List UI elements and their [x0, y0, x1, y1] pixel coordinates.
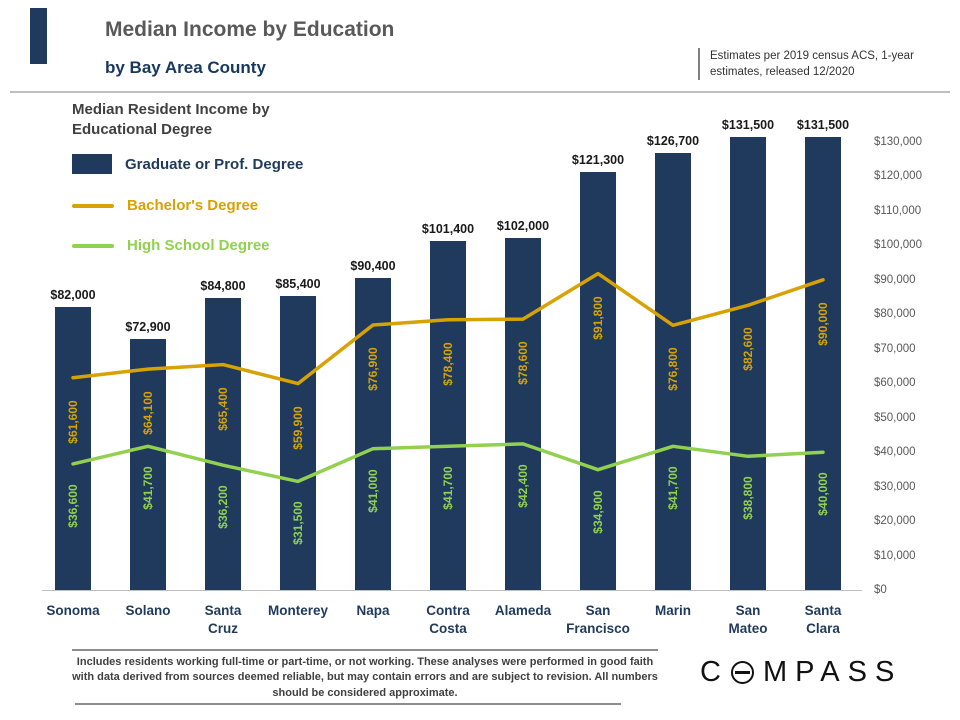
y-tick-label: $40,000	[874, 446, 916, 459]
bachelors-value-label: $90,000	[816, 302, 830, 346]
x-axis-label: Alameda	[494, 603, 552, 618]
highschool-value-label: $41,700	[141, 466, 155, 510]
y-tick-label: $0	[874, 584, 887, 596]
x-axis-line	[42, 590, 862, 591]
estimates-note: Estimates per 2019 census ACS, 1-year es…	[698, 48, 938, 81]
y-tick-label: $50,000	[874, 411, 916, 424]
graduate-value-label: $101,400	[421, 222, 475, 236]
x-axis-label: San Francisco	[566, 603, 630, 636]
legend-swatch-bachelors-icon	[72, 203, 114, 208]
x-axis-label: Monterey	[267, 603, 328, 618]
x-axis-label: Marin	[654, 603, 691, 618]
header-divider	[10, 91, 950, 93]
page-title: Median Income by Education	[105, 18, 395, 41]
highschool-value-label: $36,600	[66, 484, 80, 528]
page-subtitle: by Bay Area County	[105, 58, 266, 77]
highschool-value-label: $41,000	[366, 469, 380, 513]
footer-disclaimer: Includes residents working full-time or …	[72, 656, 658, 699]
highschool-value-label: $31,500	[291, 501, 305, 546]
graduate-value-label: $121,300	[571, 153, 625, 167]
x-axis-label: Santa Clara	[804, 603, 842, 636]
compass-logo-o-icon	[730, 661, 754, 684]
graduate-value-label: $85,400	[275, 277, 321, 291]
x-axis-label: San Mateo	[728, 603, 768, 636]
bachelors-value-label: $65,400	[216, 386, 230, 431]
highschool-value-label: $40,000	[816, 472, 830, 516]
x-axis-label: Sonoma	[46, 603, 100, 618]
legend-label-highschool: High School Degree	[127, 237, 270, 254]
highschool-value-label: $36,200	[216, 485, 230, 529]
legend-label-bachelors: Bachelor's Degree	[127, 197, 259, 214]
highschool-value-label: $34,900	[591, 490, 605, 534]
graduate-value-label: $126,700	[646, 134, 700, 148]
highschool-value-label: $41,700	[666, 466, 680, 510]
y-tick-label: $30,000	[874, 480, 916, 493]
legend-swatch-graduate-icon	[72, 154, 112, 174]
legend-item-bachelors: Bachelor's Degree	[72, 197, 303, 214]
bachelors-value-label: $76,900	[366, 347, 380, 391]
footer-divider-top	[72, 649, 658, 651]
bachelors-value-label: $82,600	[741, 327, 755, 372]
x-axis-label: Santa Cruz	[204, 603, 242, 636]
highschool-value-label: $38,800	[741, 476, 755, 520]
chart-legend: Graduate or Prof. Degree Bachelor's Degr…	[72, 154, 303, 254]
highschool-value-label: $42,400	[516, 464, 530, 508]
bachelors-value-label: $76,800	[666, 347, 680, 392]
legend-label-graduate: Graduate or Prof. Degree	[125, 155, 304, 173]
highschool-value-label: $41,700	[441, 466, 455, 510]
legend-item-graduate: Graduate or Prof. Degree	[72, 154, 303, 174]
x-axis-label: Solano	[125, 603, 171, 618]
graduate-bar	[55, 307, 91, 590]
graduate-value-label: $72,900	[125, 320, 171, 334]
y-tick-label: $110,000	[874, 204, 922, 217]
y-tick-label: $10,000	[874, 549, 916, 562]
y-tick-label: $20,000	[874, 515, 916, 528]
graduate-bar	[505, 238, 541, 590]
graduate-bar	[805, 137, 841, 590]
compass-logo-letters: MPASS	[762, 656, 903, 688]
bachelors-value-label: $59,900	[291, 405, 305, 450]
compass-logo-letter-c: C	[700, 656, 729, 688]
compass-logo-needle-icon	[734, 671, 750, 674]
y-tick-label: $120,000	[874, 170, 922, 183]
bachelors-value-label: $78,400	[441, 342, 455, 386]
bachelors-value-label: $64,100	[141, 391, 155, 435]
x-axis-label: Contra Costa	[426, 603, 470, 636]
y-tick-label: $80,000	[874, 308, 916, 321]
graduate-bar	[355, 278, 391, 590]
chart-title: Median Resident Income by Educational De…	[72, 101, 270, 139]
x-axis-label: Napa	[356, 603, 390, 618]
y-tick-label: $90,000	[874, 273, 916, 286]
y-tick-label: $70,000	[874, 342, 916, 355]
graduate-value-label: $90,400	[350, 259, 396, 273]
footer-divider-bottom	[75, 703, 621, 705]
graduate-value-label: $131,500	[796, 118, 850, 132]
accent-block	[30, 8, 47, 64]
compass-logo: C MPASS	[700, 656, 902, 689]
y-tick-label: $100,000	[874, 239, 922, 252]
graduate-bar	[130, 339, 166, 590]
bachelors-value-label: $91,800	[591, 295, 605, 340]
graduate-value-label: $102,000	[496, 219, 550, 233]
bachelors-value-label: $61,600	[66, 400, 80, 444]
graduate-value-label: $82,000	[50, 288, 96, 302]
y-tick-label: $60,000	[874, 377, 916, 390]
graduate-bar	[205, 298, 241, 590]
y-tick-label: $130,000	[874, 136, 922, 148]
graduate-bar	[430, 241, 466, 590]
graduate-value-label: $131,500	[721, 118, 775, 132]
legend-swatch-highschool-icon	[72, 243, 114, 248]
legend-item-highschool: High School Degree	[72, 237, 303, 254]
bachelors-value-label: $78,600	[516, 341, 530, 385]
